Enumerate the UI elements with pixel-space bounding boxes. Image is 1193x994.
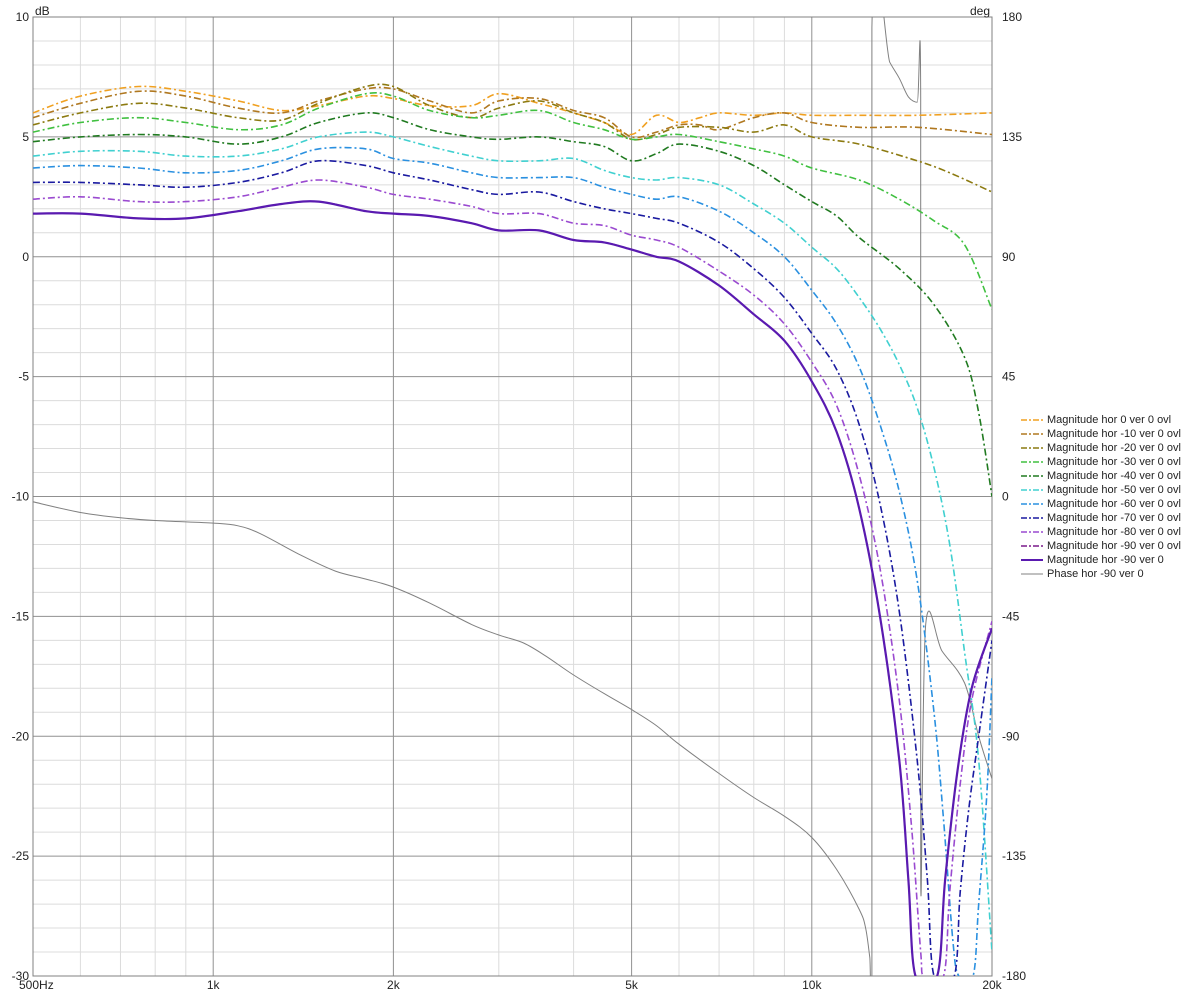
x-axis-ticks: 500Hz 1k 2k 5k 10k 20k bbox=[19, 978, 1003, 992]
legend-item: Magnitude hor -50 ver 0 ovl bbox=[1021, 483, 1191, 497]
legend-swatch bbox=[1021, 573, 1043, 575]
legend-label: Magnitude hor -50 ver 0 ovl bbox=[1047, 484, 1181, 496]
legend-swatch bbox=[1021, 503, 1043, 505]
y-right-tick-label: -45 bbox=[1002, 609, 1020, 623]
series-line-7 bbox=[33, 159, 992, 976]
legend-item: Magnitude hor -90 ver 0 bbox=[1021, 553, 1191, 567]
legend-label: Magnitude hor -80 ver 0 ovl bbox=[1047, 526, 1181, 538]
legend-label: Magnitude hor -90 ver 0 bbox=[1047, 554, 1164, 566]
y-left-tick-label: -30 bbox=[12, 969, 30, 983]
legend-label: Phase hor -90 ver 0 bbox=[1047, 568, 1144, 580]
legend-label: Magnitude hor -10 ver 0 ovl bbox=[1047, 428, 1181, 440]
legend-item: Magnitude hor -70 ver 0 ovl bbox=[1021, 511, 1191, 525]
legend-item: Magnitude hor -80 ver 0 ovl bbox=[1021, 525, 1191, 539]
series-line-0 bbox=[33, 85, 992, 136]
y-right-tick-label: 180 bbox=[1002, 10, 1022, 24]
y-right-tick-label: -90 bbox=[1002, 729, 1020, 743]
x-tick-label: 2k bbox=[387, 978, 401, 992]
right-axis-ticks: 180 135 90 45 0 -45 -90 -135 -180 bbox=[1002, 10, 1026, 983]
legend-item: Magnitude hor -20 ver 0 ovl bbox=[1021, 441, 1191, 455]
legend-item: Magnitude hor -60 ver 0 ovl bbox=[1021, 497, 1191, 511]
legend-swatch bbox=[1021, 559, 1043, 561]
legend-label: Magnitude hor 0 ver 0 ovl bbox=[1047, 414, 1172, 426]
legend-item: Magnitude hor -90 ver 0 ovl bbox=[1021, 539, 1191, 553]
y-right-tick-label: -135 bbox=[1002, 849, 1026, 863]
legend-item: Magnitude hor 0 ver 0 ovl bbox=[1021, 413, 1191, 427]
legend-swatch bbox=[1021, 489, 1043, 491]
legend-swatch bbox=[1021, 419, 1043, 421]
minor-grid bbox=[33, 17, 992, 976]
x-tick-label: 10k bbox=[802, 978, 822, 992]
y-left-unit-label: dB bbox=[35, 4, 50, 18]
series-line-1 bbox=[33, 86, 992, 139]
x-tick-label: 5k bbox=[625, 978, 639, 992]
series-line-11 bbox=[33, 17, 992, 976]
y-left-tick-label: -5 bbox=[18, 370, 29, 384]
series-line-8 bbox=[33, 179, 992, 976]
series-line-4 bbox=[33, 111, 992, 497]
legend-item: Phase hor -90 ver 0 bbox=[1021, 567, 1191, 581]
y-right-tick-label: 0 bbox=[1002, 490, 1009, 504]
y-right-tick-label: 45 bbox=[1002, 370, 1016, 384]
chart-legend: Magnitude hor 0 ver 0 ovl Magnitude hor -… bbox=[1021, 413, 1191, 581]
y-left-tick-label: -10 bbox=[12, 490, 30, 504]
legend-swatch bbox=[1021, 461, 1043, 463]
legend-label: Magnitude hor -40 ver 0 ovl bbox=[1047, 470, 1181, 482]
legend-label: Magnitude hor -20 ver 0 ovl bbox=[1047, 442, 1181, 454]
y-left-tick-label: -20 bbox=[12, 729, 30, 743]
legend-item: Magnitude hor -30 ver 0 ovl bbox=[1021, 455, 1191, 469]
y-right-tick-label: -180 bbox=[1002, 969, 1026, 983]
major-grid bbox=[33, 17, 992, 976]
series-line-5 bbox=[33, 131, 992, 953]
legend-label: Magnitude hor -60 ver 0 ovl bbox=[1047, 498, 1181, 510]
legend-swatch bbox=[1021, 447, 1043, 449]
series-line-6 bbox=[33, 146, 992, 976]
legend-label: Magnitude hor -90 ver 0 ovl bbox=[1047, 540, 1181, 552]
y-left-tick-label: 0 bbox=[22, 250, 29, 264]
y-right-unit-label: deg bbox=[970, 4, 990, 18]
legend-swatch bbox=[1021, 531, 1043, 533]
x-tick-label: 1k bbox=[207, 978, 221, 992]
legend-item: Magnitude hor -40 ver 0 ovl bbox=[1021, 469, 1191, 483]
legend-swatch bbox=[1021, 475, 1043, 477]
series-line-3 bbox=[33, 92, 992, 310]
legend-label: Magnitude hor -30 ver 0 ovl bbox=[1047, 456, 1181, 468]
left-axis-ticks: 10 5 0 -5 -10 -15 -20 -25 -30 bbox=[12, 10, 30, 983]
legend-swatch bbox=[1021, 517, 1043, 519]
y-left-tick-label: -25 bbox=[12, 849, 30, 863]
x-tick-label: 20k bbox=[982, 978, 1002, 992]
series-line-9 bbox=[33, 200, 992, 976]
series-line-2 bbox=[33, 83, 992, 193]
legend-swatch bbox=[1021, 545, 1043, 547]
series-line-10 bbox=[33, 200, 992, 976]
x-tick-label: 500Hz bbox=[19, 978, 54, 992]
y-left-tick-label: 10 bbox=[16, 10, 30, 24]
y-left-tick-label: 5 bbox=[22, 130, 29, 144]
y-left-tick-label: -15 bbox=[12, 609, 30, 623]
legend-swatch bbox=[1021, 433, 1043, 435]
y-right-tick-label: 135 bbox=[1002, 130, 1022, 144]
y-right-tick-label: 90 bbox=[1002, 250, 1016, 264]
legend-label: Magnitude hor -70 ver 0 ovl bbox=[1047, 512, 1181, 524]
series-group bbox=[33, 17, 992, 976]
legend-item: Magnitude hor -10 ver 0 ovl bbox=[1021, 427, 1191, 441]
